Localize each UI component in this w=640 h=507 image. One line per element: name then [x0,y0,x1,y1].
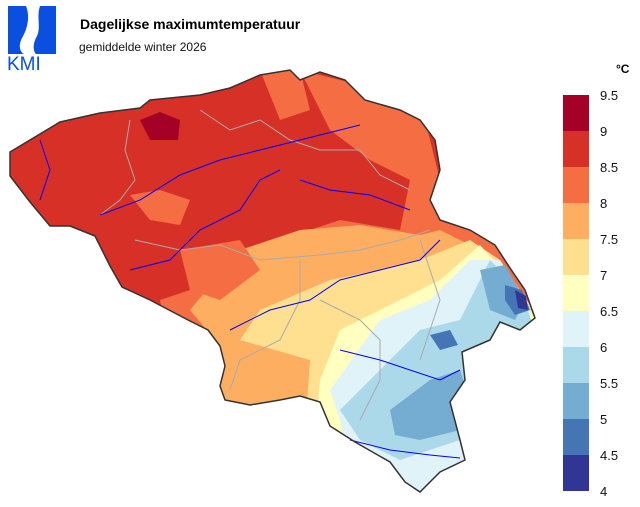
zone-8-8.5-south [180,240,260,300]
legend-tick-label: 8.5 [600,160,619,175]
legend-tick-label: 5.5 [600,376,619,391]
zone-8-8.5-north [260,70,310,120]
province-borders [99,109,441,421]
legend-swatch [563,167,589,203]
zone-9-9.5 [140,112,180,140]
legend-tick-label: 5 [600,412,608,427]
legend-swatch [563,419,589,455]
zone-4-4.5 [515,290,528,310]
legend-swatch [563,203,589,239]
temperature-map [9,69,536,493]
rivers [39,124,461,459]
map-title: Dagelijkse maximumtemperatuur [80,16,301,32]
legend-swatch [563,311,589,347]
legend-swatch [563,239,589,275]
map-subtitle: gemiddelde winter 2026 [79,40,207,54]
legend-swatch [563,275,589,311]
legend-tick-label: 7.5 [600,232,619,247]
legend-tick-label: 6 [600,340,608,355]
color-legend [563,95,589,491]
zone-8-8.5-west [130,190,190,225]
legend-swatch [563,347,589,383]
legend-tick-label: 8 [600,196,608,211]
zone-5-5.5 [390,370,470,440]
legend-unit: °C [616,62,630,76]
legend-tick-label: 4.5 [600,448,619,463]
zone-4.5-5-center [430,330,458,350]
legend-tick-label: 9 [600,124,608,139]
legend-swatch [563,131,589,167]
legend-swatch [563,383,589,419]
legend-tick-label: 4 [600,484,608,499]
legend-tick-label: 6.5 [600,304,619,319]
logo-text: KMI [7,54,41,72]
legend-swatch [563,455,589,491]
legend-swatch [563,95,589,131]
legend-tick-label: 7 [600,268,608,283]
legend-tick-label: 9.5 [600,88,619,103]
kmi-logo: KMI [7,6,56,72]
zone-5.5-6 [340,260,535,460]
